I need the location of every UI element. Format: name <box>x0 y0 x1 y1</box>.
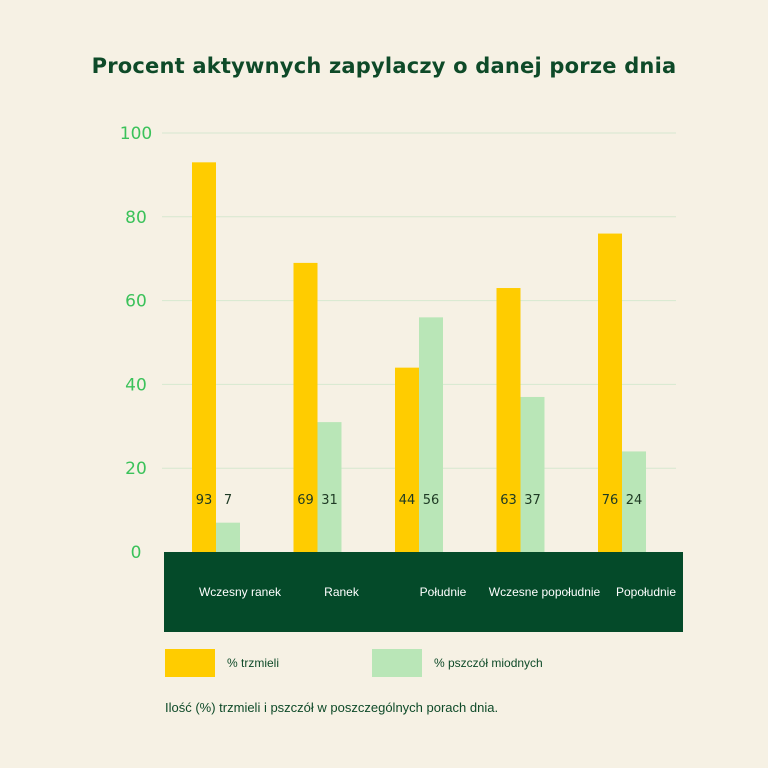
category-label: Wczesny ranek <box>199 585 282 599</box>
bar-honeybee <box>622 451 646 552</box>
bar-bumblebee <box>496 288 521 552</box>
bars <box>192 162 646 552</box>
legend-swatch-honeybee <box>372 649 422 677</box>
legend-label-honeybee: % pszczół miodnych <box>434 656 543 670</box>
data-label: 37 <box>524 493 541 508</box>
data-label: 56 <box>423 493 440 508</box>
bar-honeybee <box>317 422 342 552</box>
y-tick-label: 80 <box>125 208 147 228</box>
bar-honeybee <box>216 522 240 552</box>
y-tick-label: 60 <box>125 292 147 312</box>
data-label: 69 <box>297 493 314 508</box>
data-label: 7 <box>224 493 232 508</box>
legend-item-bumblebee: % trzmieli <box>165 649 279 677</box>
bar-bumblebee <box>293 262 318 552</box>
bar-bumblebee <box>598 233 622 552</box>
data-labels: 93 7 69 31 44 56 63 37 76 24 <box>196 493 643 508</box>
category-label: Południe <box>420 585 467 599</box>
category-label: Popołudnie <box>616 585 676 599</box>
data-label: 44 <box>399 493 416 508</box>
legend-label-bumblebee: % trzmieli <box>227 656 280 670</box>
data-label: 24 <box>626 493 643 508</box>
chart-title: Procent aktywnych zapylaczy o danej porz… <box>91 54 677 78</box>
bar-bumblebee <box>192 162 216 552</box>
bar-honeybee <box>520 396 545 552</box>
data-label: 31 <box>321 493 338 508</box>
y-tick-label: 100 <box>120 124 152 144</box>
legend-swatch-bumblebee <box>165 649 215 677</box>
y-axis-ticks: 0 20 40 60 80 100 <box>120 124 152 563</box>
bar-honeybee <box>419 317 443 552</box>
legend-item-honeybee: % pszczół miodnych <box>372 649 543 677</box>
category-axis-band <box>164 552 683 632</box>
category-labels: Wczesny ranek Ranek Południe Wczesne popołu… <box>199 585 676 599</box>
y-tick-label: 40 <box>125 375 147 395</box>
y-tick-label: 20 <box>125 459 147 479</box>
category-label: Ranek <box>324 585 360 599</box>
chart-caption: Ilość (%) trzmieli i pszczół w poszczegó… <box>165 700 499 715</box>
bar-bumblebee <box>395 367 419 552</box>
data-label: 93 <box>196 493 213 508</box>
data-label: 76 <box>602 493 619 508</box>
y-tick-label: 0 <box>131 543 142 563</box>
category-label: Wczesne popołudnie <box>489 585 601 599</box>
data-label: 63 <box>500 493 517 508</box>
